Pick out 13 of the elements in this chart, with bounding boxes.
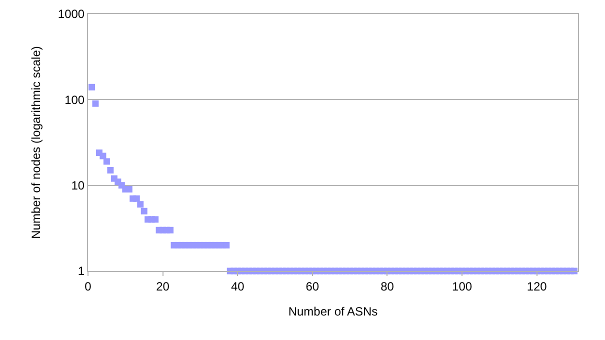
y-tick-label: 1000: [58, 7, 85, 22]
x-tick-label: 100: [452, 279, 472, 294]
x-tick-label: 80: [380, 279, 394, 294]
x-tick-label: 60: [306, 279, 320, 294]
y-tick-label: 1: [78, 264, 85, 278]
x-tick-label: 40: [230, 279, 245, 294]
x-tick-label: 120: [526, 279, 548, 294]
x-axis-title: Number of ASNs: [288, 304, 378, 318]
y-axis-title: Number of nodes (logarithmic scale): [29, 46, 44, 239]
x-tick-label: 0: [84, 279, 92, 294]
x-tick-label: 20: [156, 279, 170, 294]
y-tick-label: 10: [71, 178, 85, 193]
y-tick-label: 100: [64, 92, 85, 107]
